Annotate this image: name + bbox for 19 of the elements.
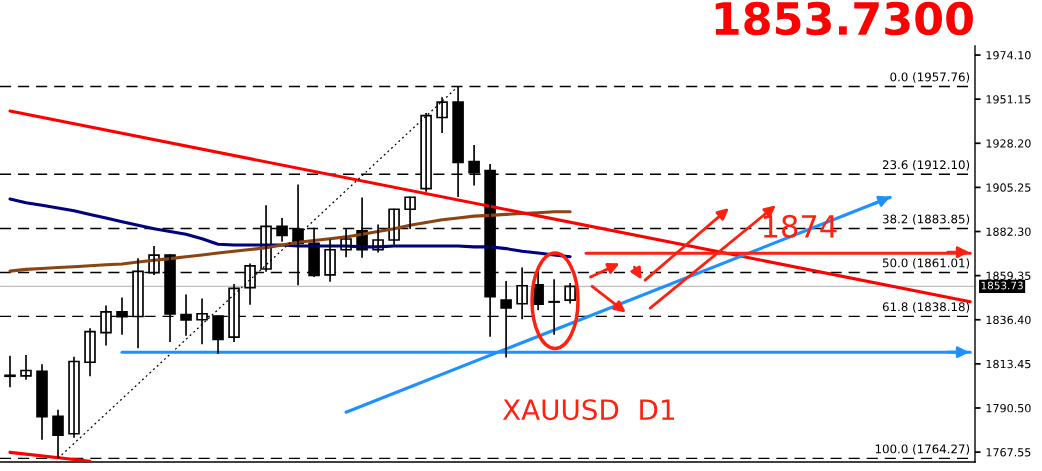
- y-tick-label: 1974.10: [986, 51, 1031, 60]
- annotation: XAUUSD D1: [502, 399, 674, 421]
- y-tick-label: 1928.20: [986, 139, 1031, 148]
- y-tick-label: 1951.15: [986, 95, 1031, 104]
- y-tick-label: 1882.30: [986, 227, 1031, 236]
- ref-line-label: 1853.73: [981, 281, 1023, 290]
- y-tick-label: 1905.25: [986, 183, 1031, 192]
- y-tick-label: 1813.45: [986, 359, 1031, 369]
- chart-title: 1853.7300: [715, 1, 973, 36]
- y-tick-label: 1790.50: [986, 403, 1031, 413]
- ref-line-label: 0.0 (1957.76): [890, 72, 970, 83]
- y-tick-label: 1859.35: [986, 271, 1031, 281]
- y-tick-label: 1767.55: [986, 448, 1031, 457]
- ref-line-label: 50.0 (1861.01): [882, 258, 970, 269]
- ref-line-label: 100.0 (1764.27): [875, 444, 970, 455]
- ref-line-label: 61.8 (1838.18): [882, 302, 970, 313]
- ref-line-label: 23.6 (1912.10): [882, 160, 970, 171]
- ref-line-label: 38.2 (1883.85): [882, 214, 970, 225]
- y-tick-label: 1836.40: [986, 315, 1031, 325]
